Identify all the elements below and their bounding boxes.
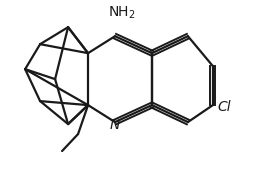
Text: N: N	[110, 118, 120, 132]
Text: Cl: Cl	[218, 100, 231, 114]
Text: NH$_2$: NH$_2$	[108, 5, 136, 21]
